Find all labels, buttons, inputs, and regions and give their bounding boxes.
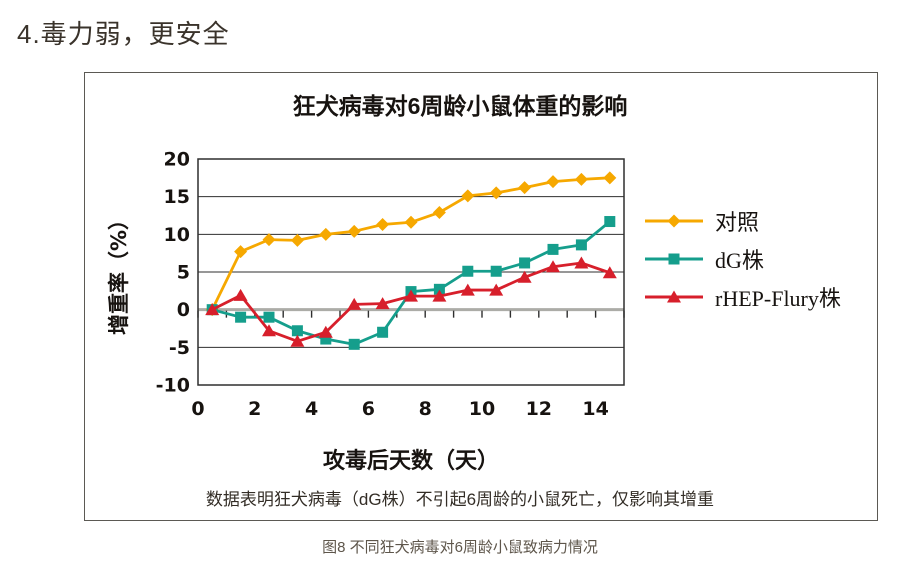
series-marker [376, 218, 390, 232]
figure-caption: 图8 不同狂犬病毒对6周龄小鼠致病力情况 [322, 539, 598, 556]
chart-title: 狂犬病毒对6周龄小鼠体重的影响 [292, 93, 628, 119]
series-marker [234, 245, 248, 259]
page-heading: 4.毒力弱，更安全 [17, 19, 230, 49]
series-marker [490, 265, 502, 277]
y-tick-label: -5 [169, 337, 190, 359]
series-marker [489, 283, 504, 296]
square-icon [668, 253, 680, 265]
legend-label: 对照 [715, 210, 760, 235]
series-marker [575, 239, 587, 251]
series-marker [460, 283, 475, 296]
legend-swatch [645, 290, 703, 303]
series-marker [546, 175, 560, 189]
legend-swatch [645, 253, 703, 265]
legend-item: dG株 [645, 240, 841, 278]
triangle-icon [667, 290, 681, 303]
series-marker [291, 325, 303, 337]
x-tick-label: 12 [526, 398, 552, 420]
y-tick-label: 10 [164, 224, 190, 246]
legend-item: 对照 [645, 202, 841, 240]
y-tick-label: 15 [164, 186, 190, 208]
y-axis-title: 增重率（%） [107, 209, 131, 335]
series-marker [347, 297, 362, 310]
series-marker [432, 205, 446, 219]
series-marker [377, 326, 389, 338]
series-marker [547, 243, 559, 255]
series-marker [290, 334, 305, 347]
chart-note: 数据表明狂犬病毒（dG株）不引起6周龄的小鼠死亡，仅影响其增重 [205, 490, 715, 509]
y-tick-label: -10 [156, 375, 190, 397]
x-tick-label: 8 [419, 398, 432, 420]
series-marker [347, 224, 361, 238]
series-marker [235, 311, 247, 323]
x-tick-label: 6 [362, 398, 375, 420]
series-marker [462, 265, 474, 277]
chart-legend: 对照 dG株 rHEP-Flury株 [645, 202, 841, 316]
series-marker [262, 233, 276, 247]
chart-panel: 狂犬病毒对6周龄小鼠体重的影响 20 15 10 5 0 -5 -10 0 2 4 6 8 10 12 14… [84, 72, 878, 521]
series-marker [519, 257, 531, 269]
series-marker [603, 171, 617, 185]
x-tick-label: 10 [469, 398, 495, 420]
series-marker [404, 215, 418, 229]
x-tick-label: 4 [305, 398, 318, 420]
series-marker [205, 303, 220, 316]
x-axis-title: 攻毒后天数（天） [323, 448, 499, 474]
series-marker [602, 266, 617, 279]
series-marker [489, 186, 503, 200]
series-marker [461, 189, 475, 203]
plot-border [197, 158, 625, 386]
series-marker [517, 270, 532, 283]
series-marker [518, 181, 532, 195]
series-marker [604, 216, 616, 228]
series-marker [348, 338, 360, 350]
series-marker [262, 324, 276, 337]
y-tick-label: 0 [177, 299, 190, 321]
series-marker [433, 283, 445, 295]
series-marker [320, 333, 332, 345]
x-tick-label: 2 [248, 398, 261, 420]
series-marker [546, 260, 560, 273]
series-marker [375, 297, 390, 310]
y-tick-label: 5 [177, 262, 190, 284]
y-tick-label: 20 [164, 149, 190, 171]
series-marker [432, 289, 447, 302]
series-marker [233, 288, 248, 301]
x-tick-label: 0 [191, 398, 204, 420]
legend-item: rHEP-Flury株 [645, 278, 841, 316]
series-marker [574, 172, 588, 186]
series-marker [404, 289, 418, 302]
series-marker [263, 311, 275, 323]
x-tick-label: 14 [582, 398, 608, 420]
series-marker [290, 233, 304, 247]
legend-label: rHEP-Flury株 [715, 286, 841, 311]
series-marker [319, 227, 333, 241]
series-marker [318, 325, 333, 338]
series-marker [574, 256, 589, 269]
legend-label: dG株 [715, 248, 764, 273]
diamond-icon [667, 214, 681, 228]
legend-swatch [645, 214, 703, 228]
